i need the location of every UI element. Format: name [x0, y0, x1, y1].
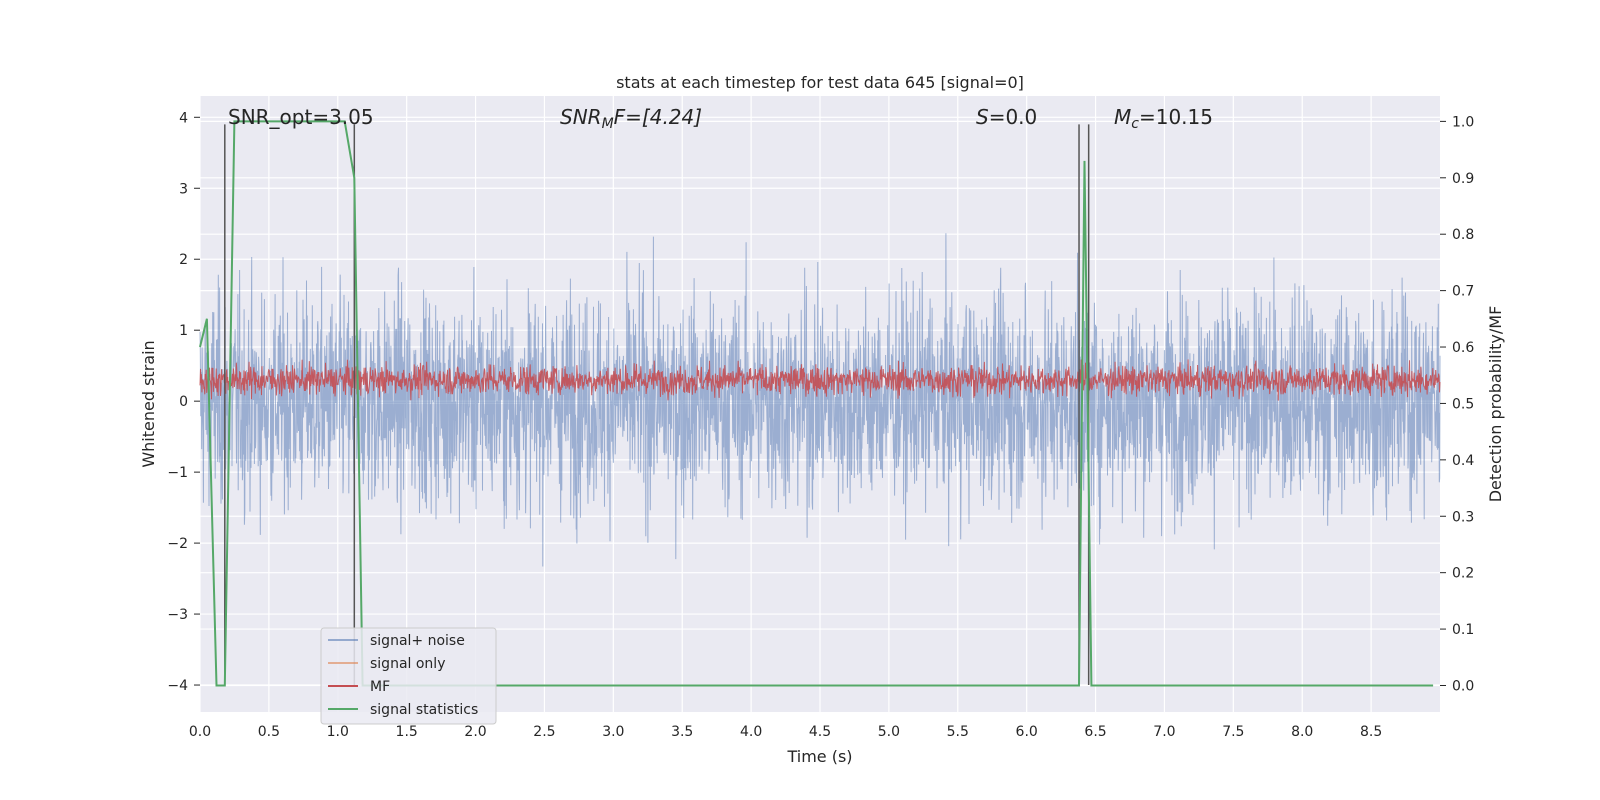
x-tick-label: 4.5: [809, 724, 831, 740]
legend-label-mf: MF: [370, 679, 390, 695]
y-tick-label: 1: [179, 323, 188, 339]
x-axis-label: Time (s): [786, 747, 852, 766]
y-tick-label: −3: [167, 607, 188, 623]
y2-tick-label: 0.1: [1452, 622, 1474, 638]
legend: signal+ noise signal only MF signal stat…: [320, 627, 497, 725]
y2-tick-label: 0.5: [1452, 396, 1474, 412]
legend-label-signal-noise: signal+ noise: [370, 633, 465, 649]
y2-tick-label: 0.9: [1452, 171, 1474, 187]
annotation-s-main: S: [976, 105, 989, 129]
y-tick-label: −1: [167, 465, 188, 481]
x-tick-label: 8.0: [1291, 724, 1313, 740]
x-tick-label: 0.0: [189, 724, 211, 740]
x-tick-label: 6.5: [1084, 724, 1106, 740]
annotation-mc-rest: =10.15: [1139, 105, 1213, 129]
annotation-mc-main: M: [1114, 105, 1131, 129]
ticks: 0.0 0.5 1.0 1.5 2.0 2.5 3.0 3.5 4.0 4.5 5.0 5.5 6.0 6…: [167, 110, 1474, 740]
annotation-snr-mf-main: SNR: [560, 105, 602, 129]
y-axis-label: Whitened strain: [139, 340, 158, 467]
y2-tick-label: 0.0: [1452, 678, 1474, 694]
y-tick-label: −4: [167, 678, 188, 694]
annotation-snr-mf: SNRMF=[4.24]: [560, 105, 702, 132]
x-tick-label: 3.0: [602, 724, 624, 740]
annotation-mc-sub: c: [1131, 116, 1139, 132]
legend-label-signal-only: signal only: [370, 656, 445, 672]
y-tick-label: 4: [179, 110, 188, 126]
y-tick-label: 2: [179, 252, 188, 268]
annotation-s-rest: =0.0: [989, 105, 1038, 129]
x-tick-label: 7.0: [1153, 724, 1175, 740]
annotation-snr-mf-rest: F=[4.24]: [614, 105, 702, 129]
x-tick-label: 4.0: [740, 724, 762, 740]
y-tick-label: 3: [179, 181, 188, 197]
x-tick-label: 7.5: [1222, 724, 1244, 740]
chart-title: stats at each timestep for test data 645…: [616, 73, 1024, 92]
y2-tick-label: 0.7: [1452, 284, 1474, 300]
x-tick-label: 1.0: [327, 724, 349, 740]
y2-tick-label: 0.8: [1452, 227, 1474, 243]
x-tick-label: 3.5: [671, 724, 693, 740]
y-tick-label: −2: [167, 536, 188, 552]
legend-box: [320, 627, 497, 725]
x-tick-label: 8.5: [1360, 724, 1382, 740]
annotation-snr-mf-sub: M: [602, 116, 614, 132]
annotation-s: S=0.0: [976, 105, 1037, 129]
annotation-snr-opt: SNR_opt=3.05: [228, 105, 374, 129]
legend-label-signal-statistics: signal statistics: [370, 702, 478, 718]
x-tick-label: 1.5: [396, 724, 418, 740]
series-signal-noise: [199, 233, 1441, 567]
x-tick-label: 6.0: [1016, 724, 1038, 740]
x-tick-label: 5.5: [947, 724, 969, 740]
x-tick-label: 2.0: [464, 724, 486, 740]
y2-axis-label: Detection probability/MF: [1486, 306, 1505, 503]
y2-tick-label: 0.3: [1452, 509, 1474, 525]
y-tick-label: 0: [179, 394, 188, 410]
y2-tick-label: 0.4: [1452, 453, 1474, 469]
x-tick-label: 2.5: [533, 724, 555, 740]
x-tick-label: 5.0: [878, 724, 900, 740]
annotation-mc: Mc=10.15: [1114, 105, 1213, 132]
x-tick-label: 0.5: [258, 724, 280, 740]
y2-tick-label: 0.2: [1452, 566, 1474, 582]
y2-tick-label: 1.0: [1452, 114, 1474, 130]
series-mf: [199, 359, 1441, 401]
y2-tick-label: 0.6: [1452, 340, 1474, 356]
